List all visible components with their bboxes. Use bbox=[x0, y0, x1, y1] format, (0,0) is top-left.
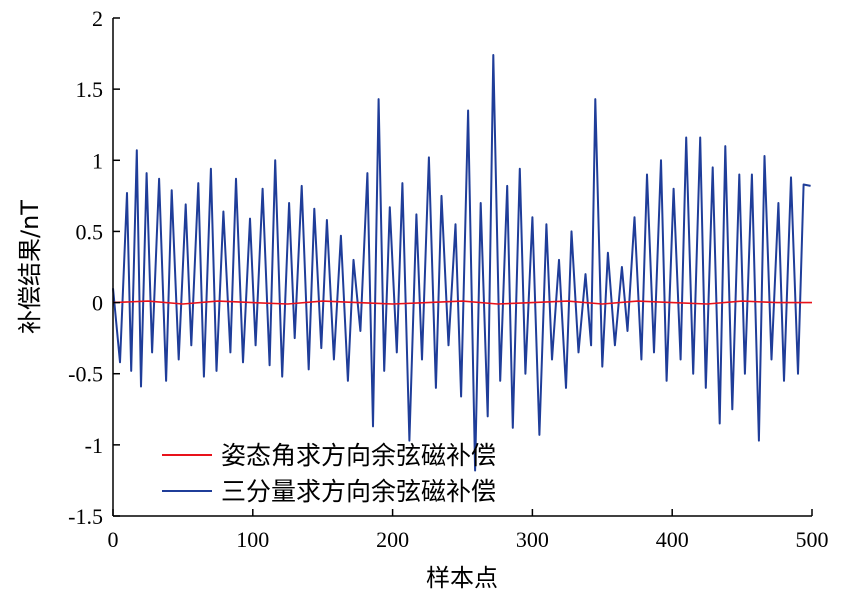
x-tick-label: 500 bbox=[796, 527, 829, 552]
legend-label-attitude: 姿态角求方向余弦磁补偿 bbox=[221, 441, 496, 470]
y-axis-ticks: 2 1.5 1 0.5 0 -0.5 -1 -1.5 bbox=[68, 6, 120, 529]
x-axis-ticks: 0 100 200 300 400 500 bbox=[108, 509, 829, 552]
y-axis-label: 补偿结果/nT bbox=[16, 200, 44, 334]
y-tick-label: -0.5 bbox=[68, 362, 103, 387]
y-tick-label: 2 bbox=[92, 6, 103, 31]
y-tick-label: -1.5 bbox=[68, 504, 103, 529]
x-axis-label: 样本点 bbox=[426, 564, 498, 592]
legend-label-three-component: 三分量求方向余弦磁补偿 bbox=[221, 477, 496, 506]
series-line-attitude bbox=[112, 300, 812, 305]
x-tick-label: 300 bbox=[516, 527, 549, 552]
legend: 姿态角求方向余弦磁补偿 三分量求方向余弦磁补偿 bbox=[162, 441, 496, 506]
y-tick-label: 1 bbox=[92, 148, 103, 173]
y-tick-label: 0.5 bbox=[76, 219, 104, 244]
series-line-three-component bbox=[112, 54, 811, 472]
y-tick-label: 0 bbox=[92, 291, 103, 316]
x-tick-label: 400 bbox=[656, 527, 689, 552]
x-tick-label: 100 bbox=[236, 527, 269, 552]
y-tick-label: 1.5 bbox=[76, 77, 104, 102]
y-tick-label: -1 bbox=[85, 433, 103, 458]
series-layer bbox=[112, 54, 812, 472]
x-tick-label: 200 bbox=[376, 527, 409, 552]
x-tick-label: 0 bbox=[108, 527, 119, 552]
